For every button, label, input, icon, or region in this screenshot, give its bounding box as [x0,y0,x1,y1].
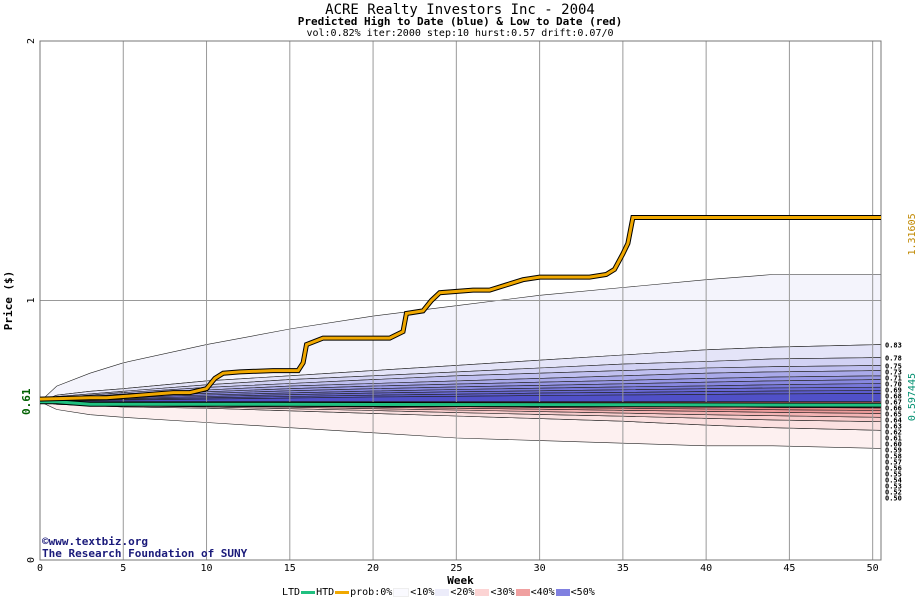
band-value-label: 0.65 [885,410,902,418]
band-value-label: 0.68 [885,392,902,400]
band-value-label: 0.63 [885,422,902,430]
legend-swatch-40 [555,589,570,596]
legend-swatch-30 [515,589,530,596]
band-value-label: 0.69 [885,386,902,394]
band-value-label: 0.59 [885,446,902,454]
x-axis-title: Week [447,574,474,587]
x-tick-label: 45 [783,563,795,574]
y-tick-label: 0 [26,557,37,563]
band-value-label: 0.67 [885,398,902,406]
legend-lt40-label: <40% [530,587,555,598]
x-tick-label: 50 [867,563,879,574]
legend-lt30-label: <30% [490,587,515,598]
legend-ltd-label: LTD [282,587,301,598]
legend-htd-label: HTD [316,587,335,598]
x-tick-label: 15 [284,563,296,574]
band-value-label: 0.58 [885,452,902,460]
x-tick-label: 30 [534,563,546,574]
band-value-label: 0.54 [885,476,902,484]
legend-lt50-label: <50% [570,587,595,598]
chart-subtitle: Predicted High to Date (blue) & Low to D… [297,15,623,28]
band-value-label: 0.75 [885,362,902,370]
x-tick-label: 10 [201,563,213,574]
legend-swatch-0 [393,588,410,597]
legend-prob-label: prob:0% [350,587,393,598]
plot-frame [39,40,882,561]
legend-ltd-swatch [301,591,316,594]
legend-lt20-label: <20% [450,587,475,598]
band-value-label: 0.56 [885,464,902,472]
x-tick-label: 35 [617,563,629,574]
band-value-label: 0.57 [885,458,902,466]
ltd-line [40,400,882,407]
y-axis-title: Price ($) [2,271,15,331]
band-value-label: 0.60 [885,440,902,448]
band-value-label: 0.66 [885,404,902,412]
band-value-label: 0.70 [885,380,902,388]
y-tick-label: 1 [26,297,37,303]
legend-swatch-10 [435,589,450,596]
start-price-label: 0.61 [20,388,33,415]
credit-site: ©www.textbiz.org [42,535,148,548]
band-value-label: 0.61 [885,434,902,442]
band-value-label: 0.83 [885,342,902,350]
x-tick-label: 40 [700,563,712,574]
legend-lt10-label: <10% [410,587,435,598]
x-tick-label: 20 [367,563,379,574]
y-tick-label: 2 [26,38,37,44]
chart-params: vol:0.82% iter:2000 step:10 hurst:0.57 d… [306,28,614,39]
legend-swatch-20 [475,589,490,596]
legend: LTD HTD prob:0% <10% <20% <30% <40% <50% [282,587,595,598]
legend-htd-swatch [335,591,350,594]
end-high-label: 1.31605 [907,213,918,255]
band-value-label: 0.73 [885,368,902,376]
x-tick-label: 0 [37,563,43,574]
band-value-label: 0.53 [885,482,902,490]
end-low-label: 0.597445 [907,373,918,421]
band-value-label: 0.64 [885,416,902,424]
x-tick-label: 5 [120,563,126,574]
band-value-label: 0.50 [885,494,902,502]
x-tick-label: 25 [450,563,462,574]
chart-title: ACRE Realty Investors Inc - 2004 [325,2,595,18]
band-value-label: 0.62 [885,428,902,436]
band-value-label: 0.71 [885,374,902,382]
band-value-label: 0.55 [885,470,902,478]
credit-org: The Research Foundation of SUNY [42,547,248,560]
band-value-label: 0.52 [885,488,902,496]
htd-line [39,216,881,401]
band-value-label: 0.78 [885,355,902,363]
